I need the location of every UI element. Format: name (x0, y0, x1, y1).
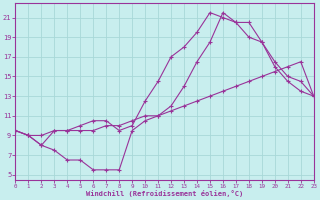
X-axis label: Windchill (Refroidissement éolien,°C): Windchill (Refroidissement éolien,°C) (86, 190, 243, 197)
